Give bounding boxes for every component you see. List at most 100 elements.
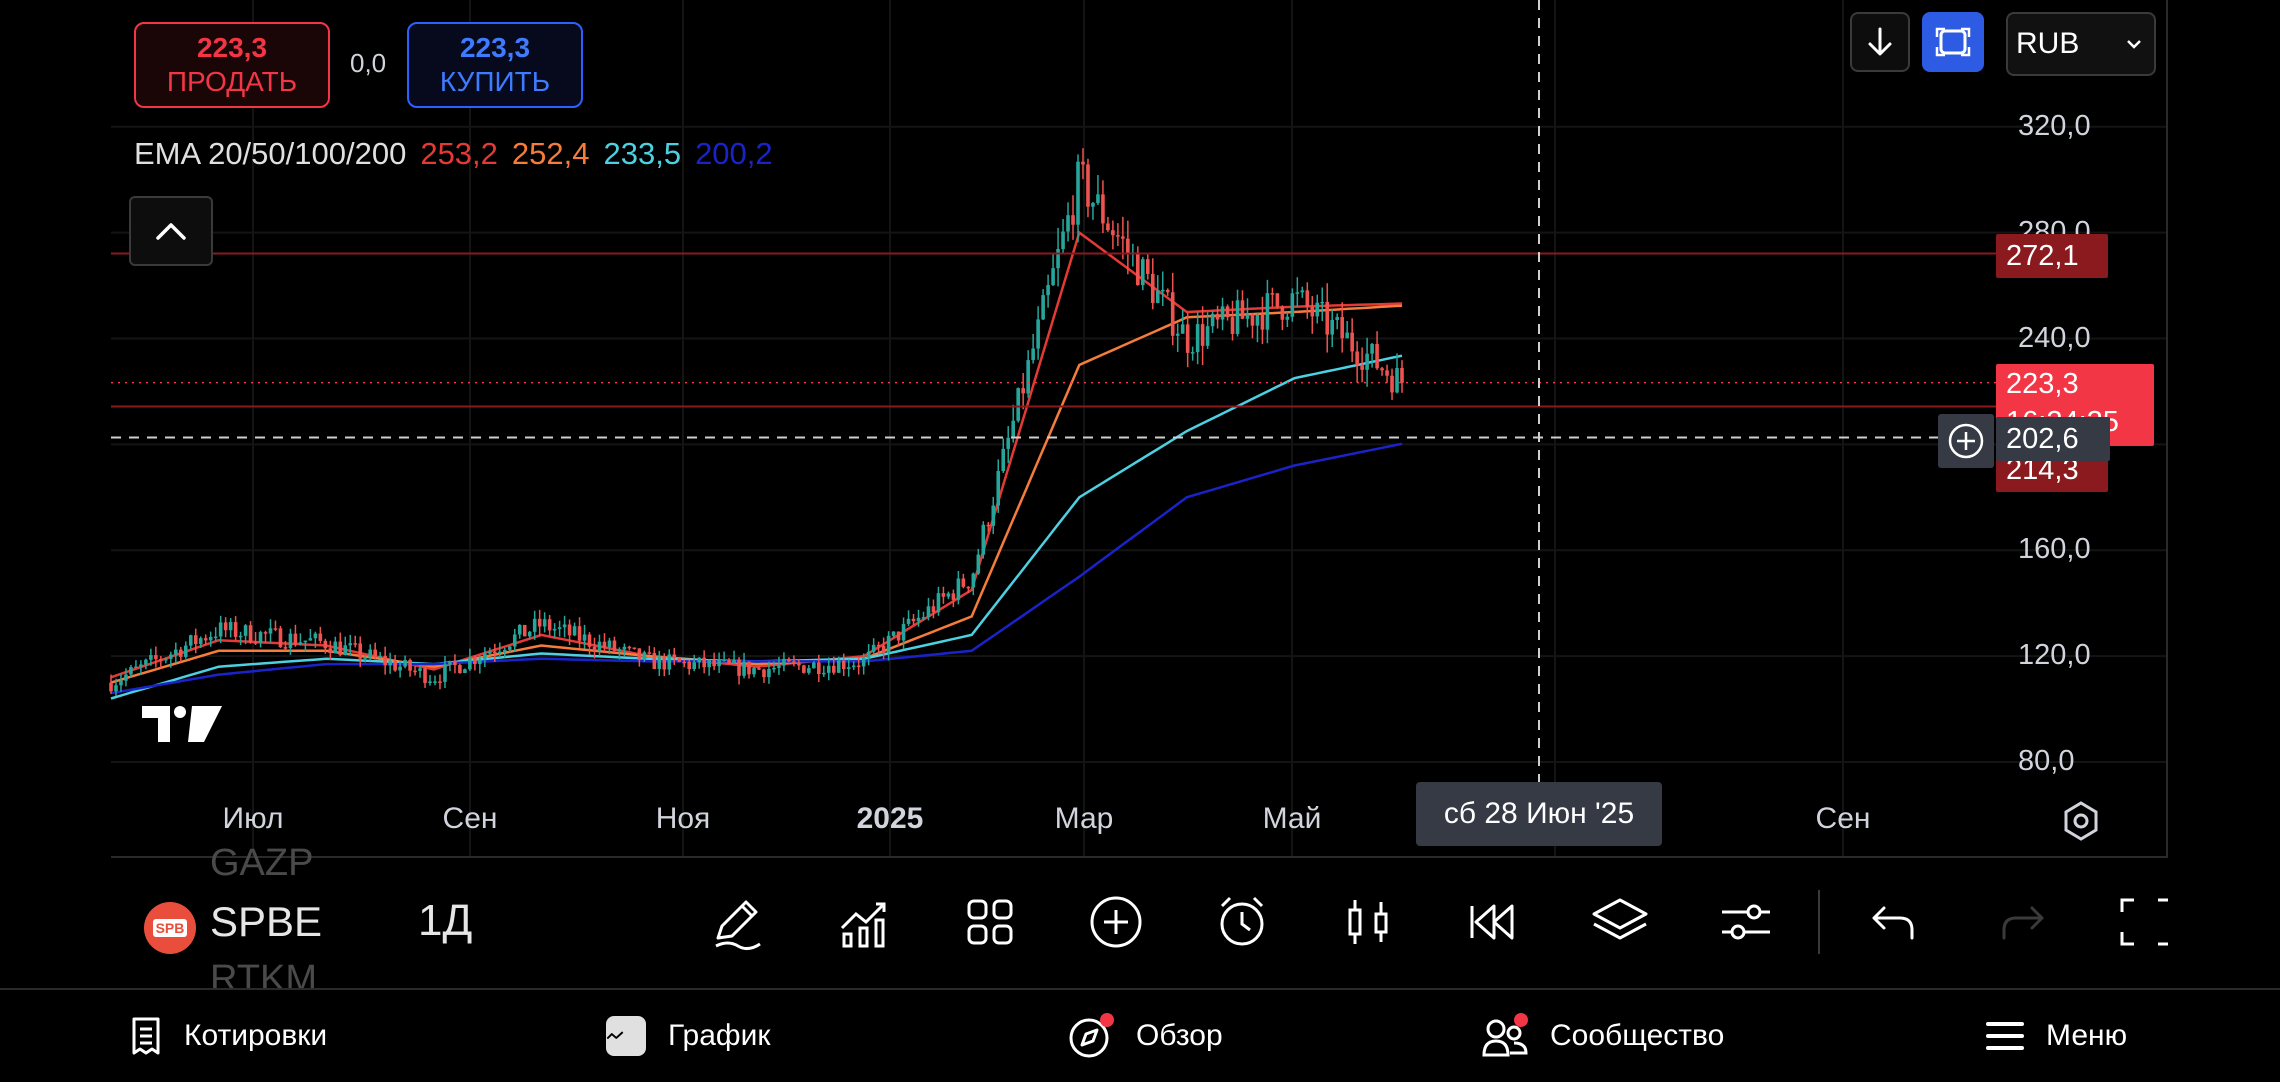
tradingview-logo: [140, 700, 224, 748]
community-icon: [1482, 1013, 1528, 1059]
redo-icon[interactable]: [1992, 892, 2052, 952]
candle: [821, 665, 826, 677]
candle: [961, 573, 966, 589]
currency-select[interactable]: RUB: [2006, 12, 2156, 76]
candle: [1290, 288, 1295, 322]
layers-icon[interactable]: [1590, 892, 1650, 952]
candle: [178, 646, 183, 663]
candle: [787, 657, 791, 662]
interval-button[interactable]: 1Д: [418, 896, 473, 945]
tab-chart[interactable]: График: [606, 990, 771, 1082]
settings-sliders-icon[interactable]: [1716, 892, 1776, 952]
plus-circle-icon[interactable]: [1086, 892, 1146, 952]
candle: [782, 652, 786, 672]
candle: [173, 642, 178, 664]
candle: [587, 632, 592, 655]
sell-label: ПРОДАТЬ: [166, 66, 298, 97]
candles-icon[interactable]: [1338, 892, 1398, 952]
candle: [901, 617, 906, 650]
candle: [383, 646, 387, 675]
alarm-icon[interactable]: [1212, 892, 1272, 952]
candle: [557, 620, 562, 637]
auto-scale-button[interactable]: [1922, 12, 1984, 72]
candle: [647, 645, 652, 655]
symbol-current[interactable]: SPBE: [210, 898, 323, 945]
candle: [976, 548, 981, 575]
candle: [1056, 227, 1060, 287]
candle: [1111, 220, 1115, 250]
candle: [1086, 158, 1090, 218]
candle: [642, 650, 647, 663]
crosshair-add-button[interactable]: [1938, 414, 1994, 468]
candle: [463, 668, 467, 674]
indicators-icon[interactable]: [834, 892, 894, 952]
candle: [1001, 438, 1006, 473]
symbol-prev[interactable]: GAZP: [210, 842, 314, 884]
candle: [493, 643, 497, 663]
candle: [343, 636, 348, 656]
fullscreen-icon[interactable]: [2116, 892, 2168, 952]
tab-overview[interactable]: Обзор: [1068, 990, 1223, 1082]
candle: [547, 614, 552, 636]
candle: [433, 675, 437, 686]
candle: [1315, 294, 1320, 324]
pencil-icon[interactable]: [708, 892, 768, 952]
candle: [617, 647, 622, 660]
sell-button[interactable]: 223,3 ПРОДАТЬ: [134, 22, 330, 108]
candle: [762, 668, 766, 683]
candle: [692, 654, 696, 672]
candle: [697, 657, 701, 669]
candle: [592, 637, 597, 659]
candle: [288, 628, 293, 655]
candle: [1026, 350, 1030, 398]
candle: [552, 623, 557, 638]
candle: [1141, 256, 1145, 291]
chart-pane[interactable]: [0, 0, 2168, 860]
tab-menu-label: Меню: [2046, 1019, 2128, 1052]
tab-community[interactable]: Сообщество: [1482, 990, 1724, 1082]
price-tick: 320,0: [2018, 110, 2091, 142]
tab-chart-label: График: [668, 1019, 771, 1052]
candle: [263, 630, 268, 643]
candle: [1170, 272, 1175, 346]
candle: [996, 459, 1001, 513]
tab-quotes[interactable]: Котировки: [130, 990, 327, 1082]
candle: [802, 664, 806, 674]
candle: [273, 620, 278, 632]
candle: [338, 632, 343, 657]
download-button[interactable]: [1850, 12, 1910, 72]
bottom-tab-bar: Котировки График Обзор Сообщество Меню: [0, 988, 2280, 1082]
candle: [1160, 271, 1165, 306]
candle: [777, 656, 781, 675]
candle: [797, 658, 801, 670]
candle: [577, 617, 582, 648]
candle: [1335, 313, 1340, 330]
candle: [1300, 286, 1305, 298]
price-tick: 240,0: [2018, 322, 2091, 354]
candle: [124, 668, 128, 687]
candle: [1116, 223, 1120, 247]
candle: [308, 629, 313, 641]
buy-button[interactable]: 223,3 КУПИТЬ: [407, 22, 583, 108]
ema-20-value: 253,2: [420, 136, 498, 171]
candle: [253, 632, 258, 646]
candle: [1295, 277, 1300, 308]
symbol-next[interactable]: RTKM: [210, 958, 317, 988]
plus-circle-icon: [1948, 423, 1984, 459]
undo-icon[interactable]: [1864, 892, 1924, 952]
candle: [458, 663, 462, 674]
price-chart[interactable]: [0, 0, 2168, 860]
collapse-legend-button[interactable]: [129, 196, 213, 266]
candle: [1215, 305, 1220, 329]
tab-menu[interactable]: Меню: [1986, 990, 2127, 1082]
grid-icon[interactable]: [960, 892, 1020, 952]
candle: [672, 647, 677, 665]
ema-legend[interactable]: EMA 20/50/100/200 253,2 252,4 233,5 200,2: [134, 136, 787, 172]
candle: [627, 645, 632, 651]
chart-settings-button[interactable]: [2060, 800, 2102, 842]
candle: [582, 624, 587, 649]
replay-icon[interactable]: [1464, 892, 1524, 952]
candle: [941, 586, 946, 604]
candle: [896, 631, 901, 647]
candle: [283, 640, 288, 651]
